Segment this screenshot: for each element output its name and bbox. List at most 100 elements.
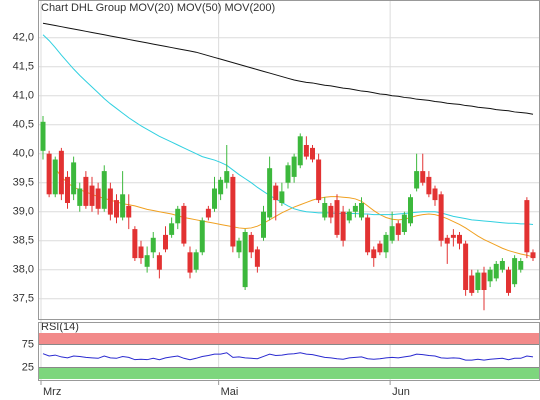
- candle-body: [242, 232, 248, 288]
- candle-body: [432, 188, 438, 201]
- candle-body: [77, 188, 83, 206]
- candle-body: [438, 194, 444, 241]
- candle-body: [156, 255, 162, 270]
- candle-body: [457, 234, 462, 244]
- overbought-band: [38, 333, 540, 345]
- x-tick-label: Jun: [392, 386, 410, 398]
- candle-body: [493, 263, 499, 279]
- candle-body: [187, 252, 193, 273]
- x-tick-label: Mai: [221, 386, 239, 398]
- candle-body: [107, 188, 113, 215]
- y-tick-label: 38,5: [13, 235, 34, 247]
- y-tick-label: 42,0: [13, 32, 34, 44]
- moving-average-line: [42, 22, 534, 115]
- candle-body: [481, 272, 487, 290]
- candle-body: [291, 156, 297, 177]
- candle-body: [444, 237, 450, 244]
- candle-body: [310, 147, 315, 160]
- candle-body: [138, 246, 144, 259]
- candle-body: [475, 272, 481, 290]
- candle-body: [150, 237, 156, 253]
- y-tick-label: 39,0: [13, 206, 34, 218]
- candle-body: [352, 205, 358, 212]
- candle-body: [450, 234, 456, 238]
- candle-body: [144, 255, 150, 267]
- y-tick-label: 37,5: [13, 293, 34, 305]
- y-tick-label: 41,5: [13, 61, 34, 73]
- y-tick-label: 41,0: [13, 90, 34, 102]
- candle-body: [371, 249, 377, 259]
- candle-body: [248, 234, 254, 253]
- candle-body: [316, 159, 322, 201]
- candle-body: [267, 168, 273, 218]
- candle-body: [169, 223, 175, 235]
- candle-body: [52, 159, 58, 195]
- moving-average-line: [54, 167, 534, 258]
- candle-body: [303, 145, 309, 157]
- candle-body: [65, 176, 70, 203]
- candle-body: [426, 176, 432, 195]
- candle-body: [365, 217, 371, 253]
- candle-body: [297, 136, 303, 166]
- candle-body: [236, 240, 242, 253]
- candle-body: [114, 200, 119, 218]
- candle-body: [383, 234, 389, 253]
- candle-body: [205, 208, 211, 218]
- legend-entry: MOV(200): [224, 2, 275, 14]
- y-tick-label: 38,0: [13, 264, 34, 276]
- candle-body: [126, 205, 132, 218]
- moving-average-line: [42, 34, 534, 225]
- candle-body: [163, 234, 168, 250]
- candle-body: [463, 243, 469, 290]
- candle-body: [395, 223, 401, 235]
- y-tick-label: 40,5: [13, 119, 34, 131]
- candle-body: [506, 269, 511, 293]
- candle-body: [377, 243, 383, 253]
- candle-body: [389, 226, 395, 241]
- candle-body: [359, 203, 364, 218]
- candle-body: [120, 194, 126, 218]
- candle-body: [285, 165, 291, 183]
- candle-body: [212, 188, 217, 209]
- candle-body: [487, 269, 493, 282]
- candle-body: [328, 205, 334, 218]
- candle-body: [346, 211, 352, 221]
- candle-body: [273, 185, 279, 201]
- rsi-line: [42, 352, 534, 361]
- candle-body: [524, 200, 530, 253]
- y-tick-label: 75: [22, 338, 34, 350]
- candle-body: [408, 197, 413, 224]
- candle-body: [530, 252, 536, 259]
- candle-body: [279, 191, 285, 203]
- chart-title: Chart DHL Group: [41, 2, 126, 14]
- candle-body: [46, 153, 52, 195]
- y-tick-label: 25: [22, 361, 34, 373]
- legend-entry: MOV(50): [177, 2, 222, 14]
- candle-body: [101, 171, 107, 209]
- candle-body: [218, 179, 224, 195]
- candle-body: [518, 261, 524, 270]
- candle-body: [175, 208, 181, 224]
- panel-title: RSI(14): [41, 321, 79, 333]
- candle-body: [469, 275, 475, 293]
- candle-body: [181, 205, 187, 244]
- candle-body: [89, 185, 95, 206]
- candle-body: [414, 171, 420, 189]
- candle-body: [71, 162, 77, 195]
- candle-body: [340, 211, 346, 241]
- candle-body: [254, 249, 260, 267]
- candle-body: [230, 176, 236, 247]
- candle-body: [322, 203, 328, 218]
- candle-body: [512, 258, 518, 285]
- candle-body: [224, 171, 230, 183]
- candle-body: [199, 220, 205, 253]
- candle-body: [95, 188, 101, 209]
- candle-body: [261, 211, 266, 238]
- candle-body: [132, 229, 138, 259]
- candle-body: [334, 200, 340, 235]
- candle-body: [499, 261, 505, 270]
- candle-body: [58, 150, 64, 195]
- x-tick-label: Mrz: [43, 386, 61, 398]
- candle-body: [401, 214, 407, 232]
